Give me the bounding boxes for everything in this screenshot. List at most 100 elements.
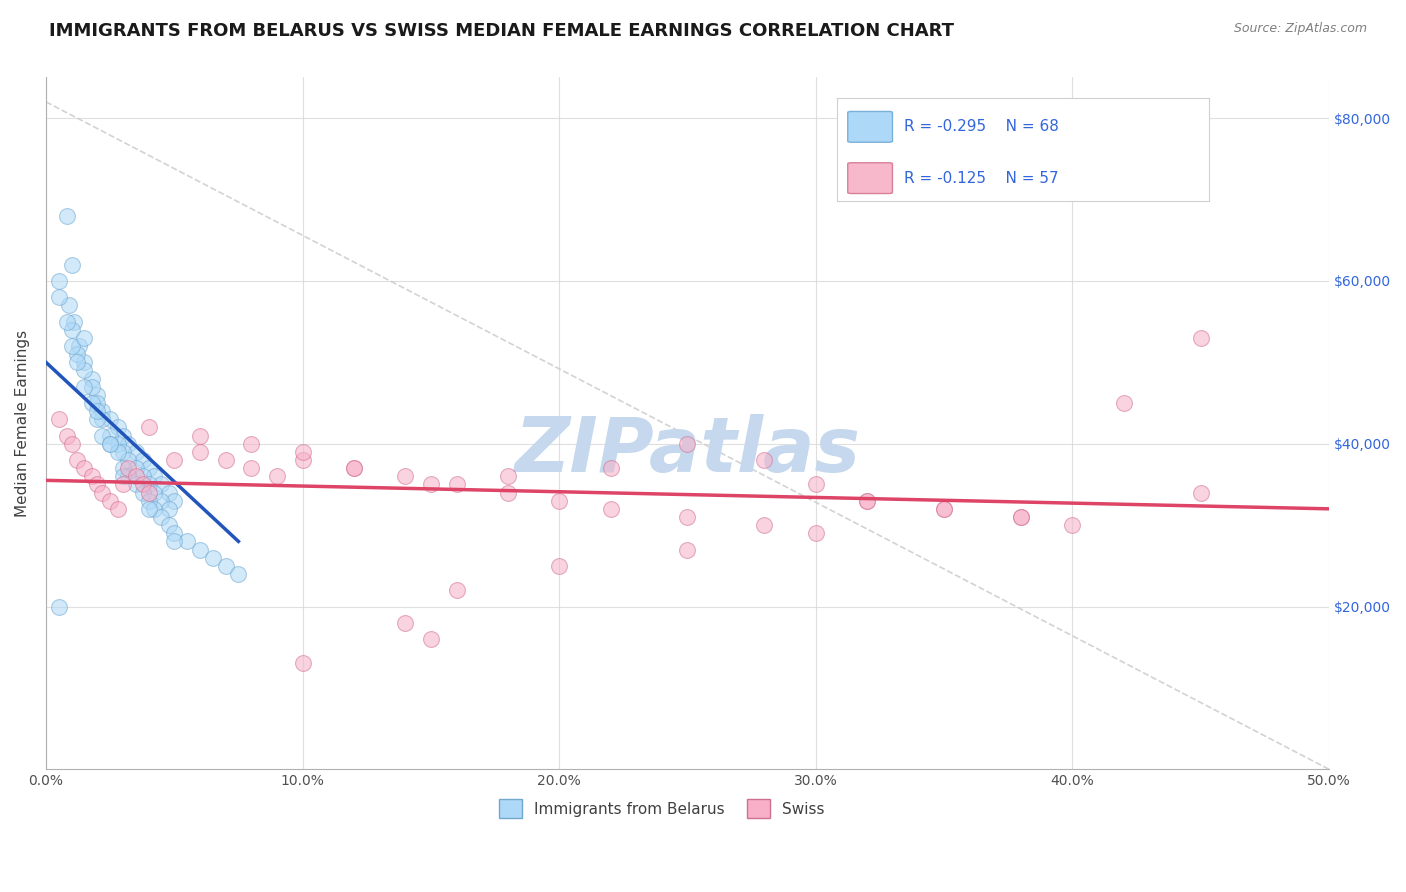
Point (98, 412, 121, 426)
Point (125, 469, 148, 483)
Point (98, 436, 121, 450)
Point (343, 461, 366, 475)
Point (107, 436, 129, 450)
Point (1189, 331, 1212, 345)
Point (73, 331, 96, 345)
Point (188, 542, 211, 557)
Point (82, 396, 104, 410)
Point (55, 428, 77, 442)
Point (188, 428, 211, 442)
Point (291, 453, 314, 467)
Point (107, 501, 129, 516)
Point (63, 315, 86, 329)
Point (804, 526, 827, 541)
Point (48, 412, 70, 426)
Point (142, 469, 165, 483)
Point (138, 420, 160, 434)
Point (82, 380, 104, 394)
Point (138, 477, 160, 491)
Point (1189, 485, 1212, 500)
Point (291, 445, 314, 459)
Point (125, 477, 148, 491)
Point (240, 436, 263, 450)
Point (117, 469, 139, 483)
Point (117, 461, 139, 475)
Point (125, 461, 148, 475)
Point (599, 501, 621, 516)
Point (142, 501, 165, 516)
Point (111, 461, 134, 475)
Point (676, 436, 699, 450)
Point (1112, 396, 1135, 410)
Point (676, 510, 699, 524)
Point (111, 445, 134, 459)
Point (48, 274, 70, 288)
Point (66, 453, 89, 467)
Point (163, 526, 186, 541)
Point (55, 209, 77, 223)
Point (91, 404, 114, 418)
Point (98, 436, 121, 450)
Point (132, 477, 155, 491)
Point (86, 388, 108, 402)
Point (60, 258, 83, 272)
Point (228, 566, 250, 581)
Point (73, 363, 96, 377)
Point (1062, 518, 1084, 533)
Point (60, 436, 83, 450)
Point (111, 469, 134, 483)
Point (394, 469, 416, 483)
Point (754, 518, 776, 533)
Point (804, 477, 827, 491)
Point (932, 501, 955, 516)
Point (157, 501, 180, 516)
Point (98, 493, 121, 508)
Text: IMMIGRANTS FROM BELARUS VS SWISS MEDIAN FEMALE EARNINGS CORRELATION CHART: IMMIGRANTS FROM BELARUS VS SWISS MEDIAN … (49, 22, 955, 40)
Point (176, 534, 198, 549)
Point (125, 445, 148, 459)
Point (66, 347, 89, 361)
Point (73, 461, 96, 475)
Point (446, 477, 468, 491)
Point (150, 477, 173, 491)
Point (82, 469, 104, 483)
Point (676, 542, 699, 557)
Point (419, 477, 441, 491)
Point (142, 485, 165, 500)
Point (60, 323, 83, 337)
Point (157, 518, 180, 533)
Point (150, 493, 173, 508)
Point (201, 550, 224, 565)
Text: Source: ZipAtlas.com: Source: ZipAtlas.com (1233, 22, 1367, 36)
Point (240, 461, 263, 475)
Point (138, 461, 160, 475)
Point (66, 355, 89, 369)
Point (67, 339, 90, 353)
Point (214, 558, 236, 573)
Point (266, 469, 288, 483)
Point (163, 534, 186, 549)
Point (150, 510, 173, 524)
Point (856, 493, 879, 508)
Point (111, 477, 134, 491)
Point (98, 428, 121, 442)
Point (73, 380, 96, 394)
Point (132, 453, 155, 467)
Y-axis label: Median Female Earnings: Median Female Earnings (15, 330, 30, 517)
Point (419, 632, 441, 646)
Point (446, 583, 468, 598)
Text: R = -0.125    N = 57: R = -0.125 N = 57 (904, 170, 1059, 186)
Point (107, 420, 129, 434)
Point (111, 428, 134, 442)
Point (856, 493, 879, 508)
Point (58, 298, 80, 312)
Point (48, 290, 70, 304)
Point (932, 501, 955, 516)
Point (394, 615, 416, 630)
Text: R = -0.295    N = 68: R = -0.295 N = 68 (904, 120, 1059, 135)
Text: ZIPatlas: ZIPatlas (515, 414, 860, 488)
Point (138, 493, 160, 508)
Point (163, 493, 186, 508)
Point (214, 453, 236, 467)
Point (599, 461, 621, 475)
